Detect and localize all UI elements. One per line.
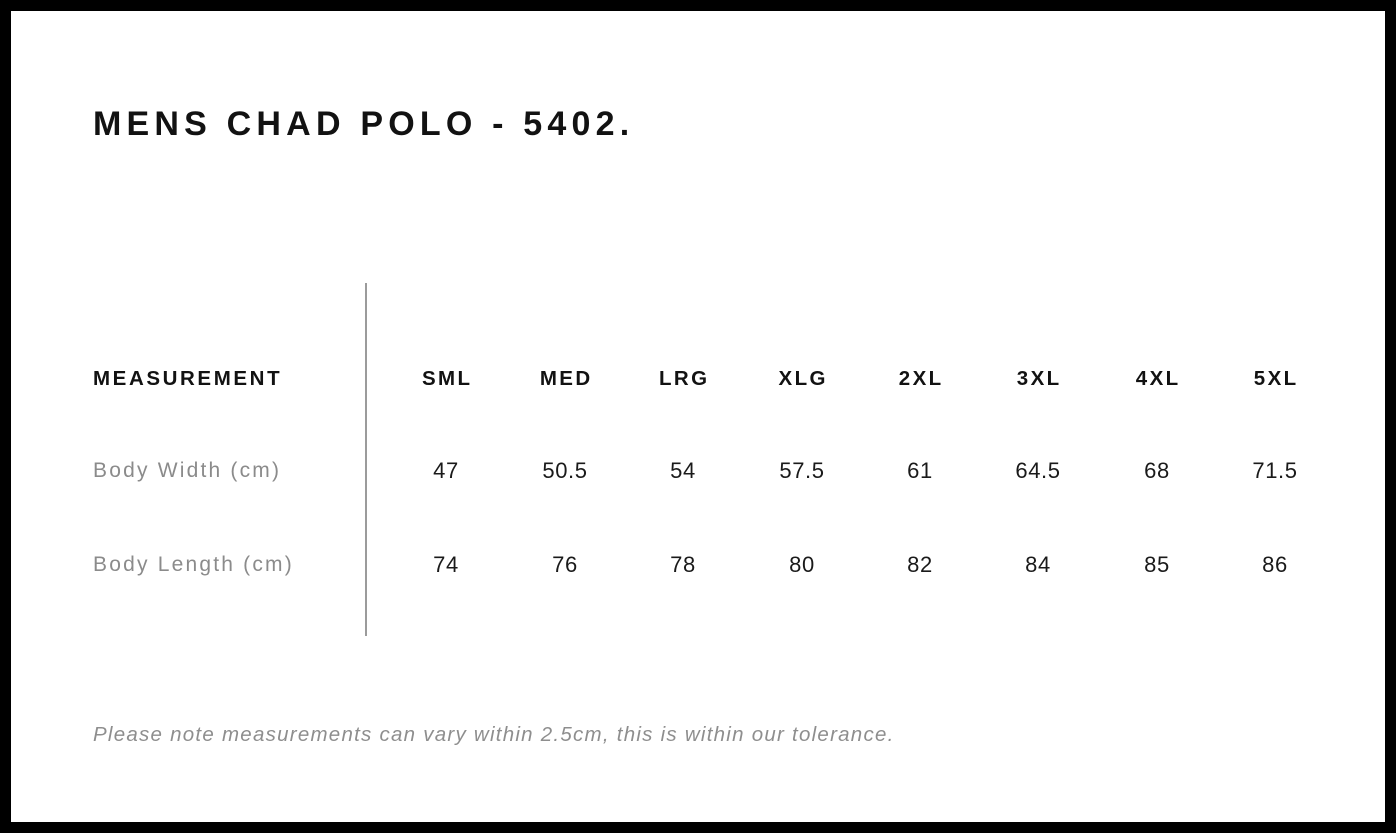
- size-chart-table: MEASUREMENT SML MED LRG XLG 2XL 3XL 4XL …: [11, 11, 1385, 822]
- cell-body-width-xlg: 57.5: [779, 458, 825, 483]
- column-header-sml: SML: [421, 367, 473, 390]
- column-header-measurement: MEASUREMENT: [93, 367, 283, 390]
- cell-body-length-4xl: 85: [1144, 552, 1170, 577]
- row-label-body-width: Body Width (cm): [93, 459, 282, 482]
- tolerance-note: Please note measurements can vary within…: [93, 723, 895, 746]
- column-header-2xl: 2XL: [898, 367, 944, 390]
- row-label-body-length: Body Length (cm): [93, 553, 294, 576]
- column-header-3xl: 3XL: [1016, 367, 1062, 390]
- cell-body-length-lrg: 78: [670, 552, 696, 577]
- column-header-lrg: LRG: [658, 367, 710, 390]
- size-chart-page: MENS CHAD POLO - 5402. MEASUREMENT SML M…: [11, 11, 1385, 822]
- cell-body-length-3xl: 84: [1025, 552, 1051, 577]
- cell-body-length-med: 76: [552, 552, 578, 577]
- cell-body-width-4xl: 68: [1144, 458, 1170, 483]
- cell-body-length-5xl: 86: [1262, 552, 1288, 577]
- cell-body-width-med: 50.5: [542, 458, 588, 483]
- table-header-row: MEASUREMENT SML MED LRG XLG 2XL 3XL 4XL …: [11, 359, 1385, 399]
- cell-body-width-5xl: 71.5: [1252, 458, 1298, 483]
- cell-body-width-3xl: 64.5: [1015, 458, 1061, 483]
- column-header-4xl: 4XL: [1135, 367, 1181, 390]
- table-vertical-divider: [365, 283, 367, 636]
- page-title: MENS CHAD POLO - 5402.: [93, 105, 635, 143]
- column-header-xlg: XLG: [778, 367, 828, 390]
- column-header-5xl: 5XL: [1253, 367, 1299, 390]
- column-header-med: MED: [539, 367, 593, 390]
- cell-body-width-lrg: 54: [670, 458, 696, 483]
- table-row: Body Length (cm) 74 76 78 80 82 84 85 86: [11, 545, 1385, 585]
- cell-body-width-sml: 47: [433, 458, 459, 483]
- cell-body-length-sml: 74: [433, 552, 459, 577]
- cell-body-width-2xl: 61: [907, 458, 933, 483]
- table-row: Body Width (cm) 47 50.5 54 57.5 61 64.5 …: [11, 451, 1385, 491]
- cell-body-length-xlg: 80: [789, 552, 815, 577]
- cell-body-length-2xl: 82: [907, 552, 933, 577]
